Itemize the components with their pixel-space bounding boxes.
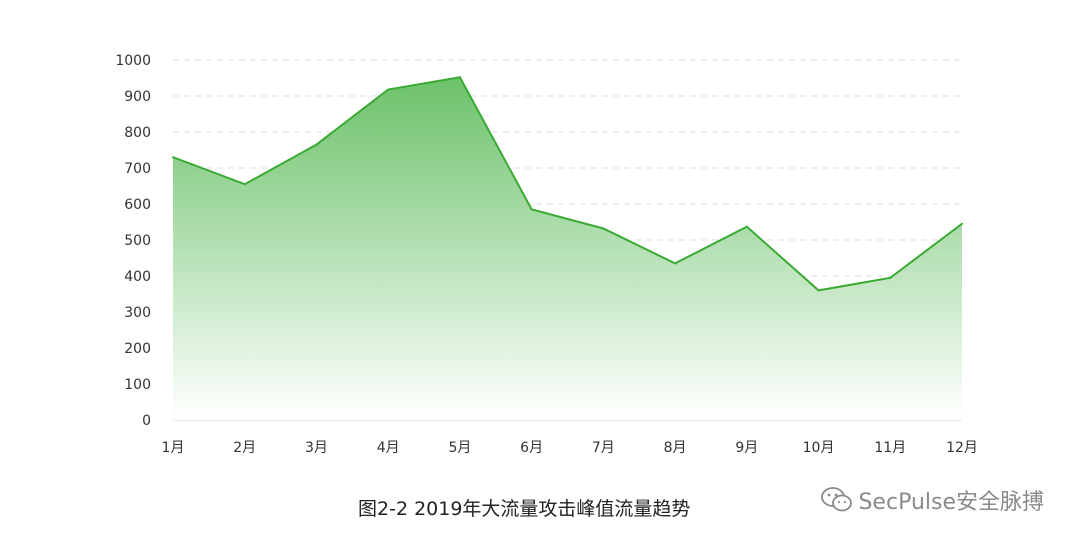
x-tick-label: 12月 (946, 440, 978, 456)
x-tick-label: 5月 (448, 440, 471, 456)
x-tick-label: 6月 (520, 440, 543, 456)
y-tick-label: 800 (124, 125, 151, 141)
data-point-3 (315, 143, 318, 146)
y-tick-label: 200 (124, 341, 151, 357)
x-tick-label: 9月 (735, 440, 758, 456)
y-tick-label: 300 (124, 305, 151, 321)
x-tick-label: 7月 (592, 440, 615, 456)
series-line (172, 76, 963, 292)
data-point-1 (172, 156, 174, 159)
data-point-11 (889, 276, 892, 279)
data-point-6 (530, 208, 533, 211)
y-tick-label: 500 (124, 233, 151, 249)
area-fill-layer (172, 76, 963, 420)
y-tick-label: 600 (124, 197, 151, 213)
figure-caption: 图2-2 2019年大流量攻击峰值流量趋势 (358, 498, 691, 520)
data-point-9 (745, 225, 748, 228)
y-tick-label: 0 (142, 413, 151, 429)
y-tick-label: 100 (124, 377, 151, 393)
data-point-8 (674, 262, 677, 265)
y-tick-label: 1000 (115, 53, 151, 69)
area-fill (173, 77, 962, 420)
x-tick-label: 2月 (233, 440, 256, 456)
data-point-5 (458, 76, 461, 79)
x-tick-label: 3月 (305, 440, 328, 456)
x-tick-label: 4月 (377, 440, 400, 456)
y-tick-label: 400 (124, 269, 151, 285)
watermark: SecPulse安全脉搏 (820, 484, 1044, 516)
x-axis: 1月 2月 3月 4月 5月 6月 7月 8月 9月 10月 11月 12月 (162, 440, 978, 456)
x-tick-label: 10月 (803, 440, 835, 456)
x-tick-label: 11月 (874, 440, 906, 456)
data-point-7 (602, 227, 605, 230)
x-tick-label: 1月 (162, 440, 185, 456)
data-point-12 (961, 222, 963, 225)
data-point-4 (387, 88, 390, 91)
x-tick-label: 8月 (664, 440, 687, 456)
y-tick-label: 900 (124, 89, 151, 105)
watermark-text: SecPulse安全脉搏 (858, 490, 1044, 515)
data-point-10 (817, 289, 820, 292)
data-point-2 (243, 183, 246, 186)
y-tick-label: 700 (124, 161, 151, 177)
y-axis: 0 100 200 300 400 500 600 700 800 900 1000 (115, 53, 151, 429)
wechat-icon (821, 487, 853, 512)
